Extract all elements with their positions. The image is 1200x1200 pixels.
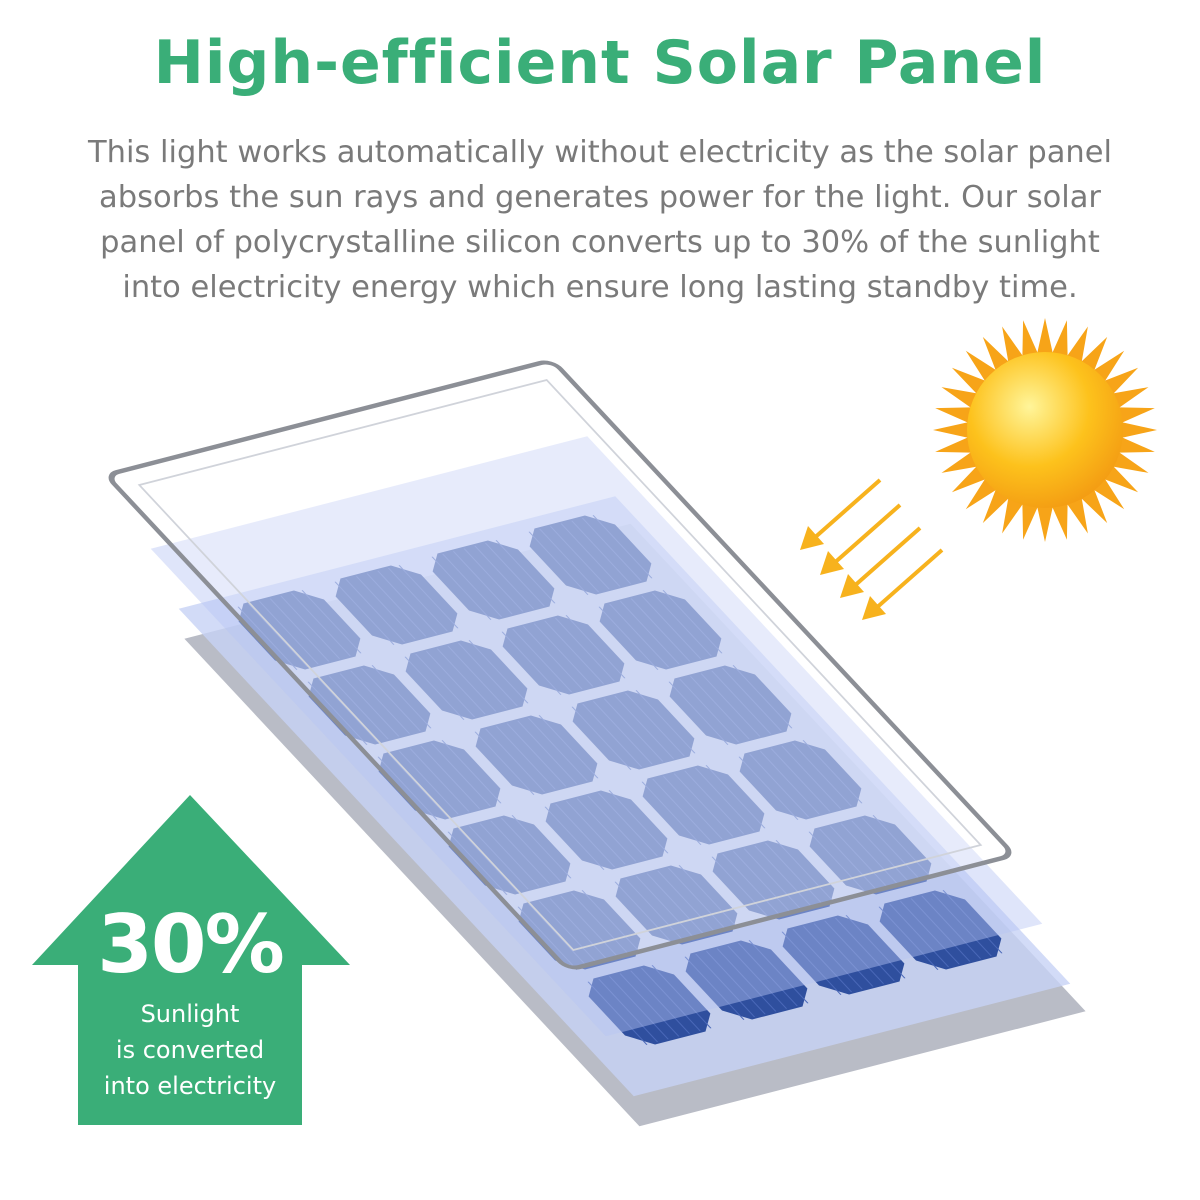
badge-line: into electricity — [103, 1072, 277, 1100]
description-line: into electricity energy which ensure lon… — [122, 270, 1078, 305]
ray — [830, 503, 902, 567]
badge-line: is converted — [115, 1036, 265, 1064]
description-line: This light works automatically without e… — [88, 135, 1112, 170]
solar-panel-illustration — [108, 360, 1086, 1127]
efficiency-badge: 30% Sunlight is converted into electrici… — [78, 900, 302, 1104]
ray — [810, 478, 882, 542]
description-line: panel of polycrystalline silicon convert… — [100, 225, 1100, 260]
sun-icon — [933, 318, 1157, 542]
efficiency-value: 30% — [97, 898, 284, 991]
badge-line: Sunlight — [140, 1000, 240, 1028]
glass-frame — [108, 360, 1012, 970]
up-arrow-icon — [32, 795, 350, 1125]
description-line: absorbs the sun rays and generates power… — [99, 180, 1101, 215]
ray — [872, 548, 944, 612]
ray — [850, 526, 922, 590]
sunray-arrows-icon — [800, 478, 944, 620]
description: This light works automatically without e… — [0, 130, 1200, 310]
page-title: High-efficient Solar Panel — [153, 28, 1047, 98]
